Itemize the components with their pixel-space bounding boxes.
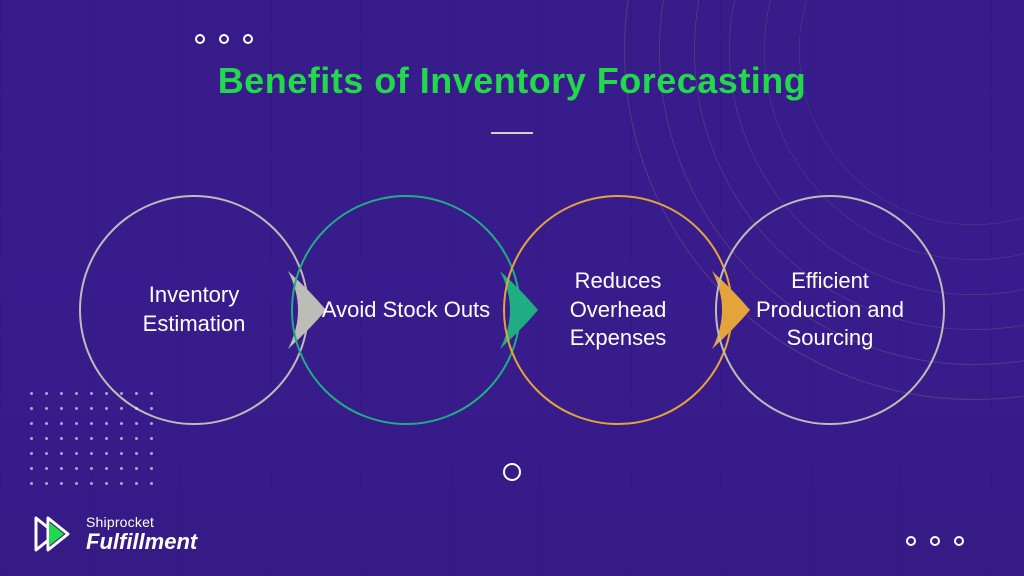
main-title: Benefits of Inventory Forecasting xyxy=(0,60,1024,102)
logo-text: Shiprocket Fulfillment xyxy=(86,515,197,553)
logo-text-bottom: Fulfillment xyxy=(86,530,197,553)
pager-dots-bottom xyxy=(906,536,964,546)
infographic-canvas: Benefits of Inventory Forecasting Invent… xyxy=(0,0,1024,576)
benefit-circle-2: Avoid Stock Outs xyxy=(291,195,521,425)
brand-logo: Shiprocket Fulfillment xyxy=(32,512,197,556)
benefit-label: Reduces Overhead Expenses xyxy=(531,267,705,353)
pager-dots-top xyxy=(195,34,253,44)
benefit-circle-4: Efficient Production and Sourcing xyxy=(715,195,945,425)
decorative-mini-circle xyxy=(503,463,521,481)
logo-text-top: Shiprocket xyxy=(86,515,197,530)
decorative-dot-grid xyxy=(28,390,154,486)
benefit-label: Avoid Stock Outs xyxy=(322,296,490,325)
title-underline xyxy=(491,132,533,134)
benefit-circle-3: Reduces Overhead Expenses xyxy=(503,195,733,425)
logo-mark-icon xyxy=(32,512,76,556)
benefit-label: Inventory Estimation xyxy=(107,281,281,338)
benefit-label: Efficient Production and Sourcing xyxy=(743,267,917,353)
